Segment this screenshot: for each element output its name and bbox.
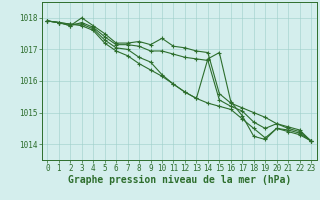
X-axis label: Graphe pression niveau de la mer (hPa): Graphe pression niveau de la mer (hPa) — [68, 175, 291, 185]
